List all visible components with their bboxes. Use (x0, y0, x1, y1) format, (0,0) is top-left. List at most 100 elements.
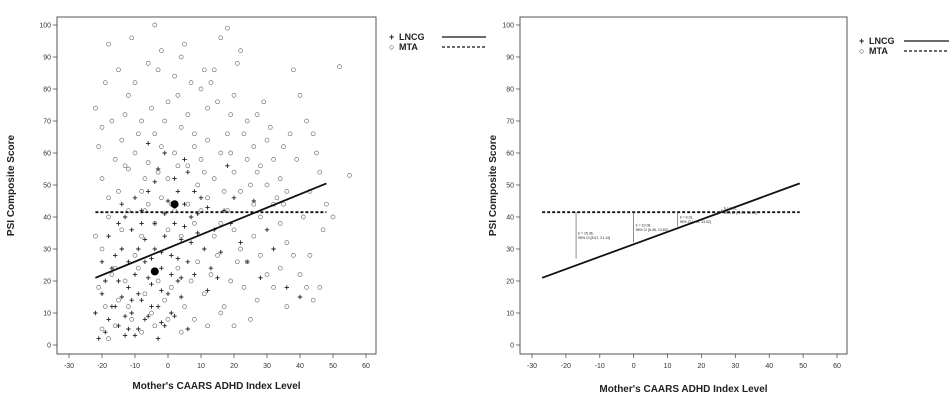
data-point-mta (178, 125, 184, 130)
data-point-mta (132, 80, 138, 85)
data-point-lncg (169, 253, 174, 258)
data-point-lncg (192, 272, 197, 277)
legend-marker: ○ (859, 46, 864, 56)
effect-annotation: 95% CI [6.46, 13.63] (636, 228, 668, 232)
y-tick-label: 0 (47, 343, 51, 350)
legend-label: MTA (399, 42, 418, 52)
data-point-lncg (175, 189, 181, 194)
data-point-mta (152, 221, 158, 226)
y-tick-label: 40 (43, 215, 51, 222)
data-point-mta (162, 118, 168, 124)
x-tick-label: 20 (230, 363, 238, 370)
data-point-mta (218, 221, 224, 226)
legend-label: MTA (869, 46, 888, 56)
data-point-lncg (99, 291, 105, 296)
data-point-mta (155, 67, 161, 73)
data-point-mta (129, 317, 135, 322)
data-point-mta (228, 278, 234, 284)
data-point-mta (145, 61, 151, 66)
data-point-mta (178, 329, 184, 335)
data-point-lncg (159, 320, 164, 325)
fit-line-lncg (541, 182, 801, 279)
data-point-mta (165, 317, 171, 322)
data-point-mta (201, 291, 207, 297)
data-point-mta (281, 201, 286, 207)
data-point-mta (102, 304, 108, 309)
data-point-mta (116, 297, 121, 303)
data-point-mta (135, 265, 141, 271)
data-point-lncg (113, 253, 118, 258)
data-point-lncg (182, 224, 187, 229)
data-point-lncg (139, 298, 144, 303)
data-point-mta (106, 41, 111, 47)
data-point-lncg (122, 314, 128, 319)
data-point-mta (215, 253, 220, 258)
data-point-mta (215, 99, 220, 105)
data-point-lncg (215, 275, 220, 280)
data-point-mta (205, 323, 210, 329)
data-point-lncg (188, 214, 194, 220)
data-point-mta (149, 105, 154, 111)
data-point-mta (238, 246, 243, 252)
x-tick-label: 50 (329, 363, 337, 370)
data-point-mta (258, 214, 263, 220)
data-point-lncg (142, 237, 148, 242)
data-point-lncg (169, 310, 174, 316)
data-point-mta (271, 285, 276, 290)
data-point-mta (258, 253, 263, 258)
effect-annotation: 95% CI [8.67, 21.14] (578, 236, 610, 240)
data-point-mta (155, 278, 161, 284)
y-tick-label: 80 (506, 87, 514, 94)
data-point-lncg (129, 298, 134, 303)
data-point-mta (149, 310, 154, 316)
data-point-mta (192, 131, 197, 137)
data-point-mta (192, 221, 197, 226)
data-point-lncg (172, 176, 177, 181)
data-point-mta (317, 285, 323, 290)
data-point-mta (129, 35, 135, 41)
y-tick-label: 60 (43, 151, 51, 158)
data-point-mta (277, 221, 283, 226)
y-tick-label: 70 (506, 119, 514, 126)
data-point-mta (251, 233, 257, 239)
data-point-mta (248, 182, 253, 188)
data-point-mta (221, 304, 227, 309)
y-tick-label: 30 (43, 247, 51, 254)
data-point-mta (99, 326, 105, 332)
data-point-lncg (258, 275, 263, 280)
data-point-lncg (155, 304, 161, 309)
data-point-mta (152, 131, 158, 137)
y-tick-label: 30 (506, 247, 514, 254)
data-point-mta (231, 323, 237, 329)
data-point-mta (165, 176, 171, 181)
data-point-lncg (149, 304, 154, 309)
x-tick-label: 10 (197, 363, 205, 370)
data-point-mta (234, 61, 240, 66)
data-point-mta (132, 253, 138, 258)
x-tick-label: 0 (166, 363, 170, 370)
data-point-lncg (155, 336, 161, 341)
data-point-lncg (152, 221, 157, 226)
data-point-lncg (116, 221, 121, 226)
data-point-mta (188, 278, 194, 284)
effect-annotation: 95% CI [-7.09, 10.00] (724, 211, 757, 215)
data-point-lncg (99, 259, 105, 264)
y-tick-label: 10 (506, 311, 514, 318)
data-point-mta (254, 112, 260, 117)
data-point-lncg (132, 272, 138, 277)
data-point-mta (258, 163, 263, 169)
data-point-lncg (103, 278, 108, 284)
data-point-mta (99, 176, 105, 181)
data-point-mta (337, 64, 342, 69)
data-point-mta (261, 99, 267, 105)
data-point-mta (208, 80, 214, 85)
data-point-lncg (245, 259, 250, 264)
data-point-mta (172, 150, 177, 156)
data-point-lncg (126, 326, 131, 332)
data-point-mta (178, 54, 184, 60)
data-point-lncg (205, 288, 210, 293)
data-point-lncg (142, 259, 148, 264)
data-point-mta (264, 137, 270, 143)
x-tick-label: 40 (296, 363, 304, 370)
data-point-lncg (175, 278, 181, 284)
